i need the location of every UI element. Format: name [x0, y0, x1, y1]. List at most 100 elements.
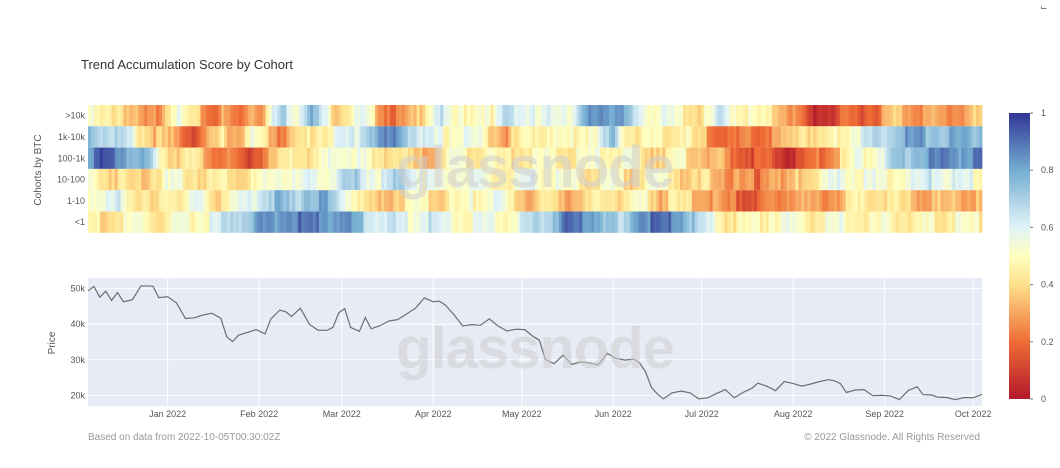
heatmap-cell	[321, 105, 326, 127]
heatmap-cell	[558, 126, 563, 148]
heatmap-cell	[573, 168, 577, 191]
heatmap-cell	[173, 147, 178, 169]
heatmap-cell	[576, 105, 580, 127]
heatmap-cell	[970, 190, 974, 212]
heatmap-cell	[940, 168, 944, 191]
heatmap-cell	[967, 168, 971, 191]
heatmap-cell	[153, 211, 157, 233]
heatmap-cell	[931, 190, 936, 212]
heatmap-cell	[893, 190, 897, 212]
heatmap-cell	[312, 126, 317, 148]
heatmap-cell	[964, 105, 968, 127]
heatmap-cell	[600, 190, 604, 212]
heatmap-cell	[691, 211, 696, 233]
heatmap-cell	[398, 211, 403, 233]
heatmap-cell	[434, 105, 438, 127]
heatmap-cell	[792, 147, 796, 169]
heatmap-cell	[807, 126, 811, 148]
heatmap-cell	[955, 168, 959, 191]
heatmap-cell	[395, 126, 400, 148]
cohort-tick-label: >10k	[65, 111, 85, 121]
heatmap-cell	[594, 190, 598, 212]
heatmap-cell	[603, 126, 607, 148]
heatmap-row	[88, 168, 983, 191]
heatmap-cell	[452, 168, 456, 191]
heatmap-cell	[754, 168, 758, 191]
heatmap-cell	[339, 147, 343, 169]
heatmap-cell	[902, 211, 906, 233]
heatmap-cell	[164, 211, 169, 233]
heatmap-cell	[342, 105, 346, 127]
heatmap-cell	[700, 105, 705, 127]
modebar-icon[interactable]: ⌙	[1040, 2, 1048, 12]
heatmap-cell	[321, 168, 326, 191]
heatmap-cell	[907, 168, 912, 191]
heatmap-cell	[431, 211, 435, 233]
heatmap-cell	[88, 105, 92, 127]
heatmap-cell	[570, 190, 574, 212]
heatmap-cell	[395, 168, 400, 191]
heatmap-cell	[221, 168, 225, 191]
heatmap-cell	[765, 147, 770, 169]
heatmap-cell	[804, 168, 808, 191]
heatmap-cell	[141, 211, 145, 233]
heatmap-cell	[496, 147, 500, 169]
cohort-tick-label: <1	[75, 217, 85, 227]
heatmap-cell	[783, 168, 788, 191]
heatmap-cell	[609, 147, 613, 169]
heatmap-cell	[354, 168, 358, 191]
heatmap-cell	[881, 211, 885, 233]
heatmap-cell	[979, 190, 983, 212]
heatmap-cell	[351, 126, 355, 148]
heatmap-cell	[238, 168, 243, 191]
heatmap-cell	[913, 168, 918, 191]
heatmap-cell	[976, 147, 980, 169]
heatmap	[88, 105, 983, 233]
heatmap-cell	[564, 190, 568, 212]
price-y-title: Price	[47, 331, 58, 354]
heatmap-cell	[188, 147, 193, 169]
heatmap-cell	[623, 168, 628, 191]
heatmap-cell	[301, 105, 305, 127]
heatmap-cell	[167, 190, 172, 212]
heatmap-cell	[268, 190, 272, 212]
heatmap-cell	[579, 168, 583, 191]
heatmap-cell	[798, 147, 802, 169]
heatmap-cell	[307, 105, 311, 127]
heatmap-cell	[532, 211, 536, 233]
heatmap-cell	[567, 147, 571, 169]
heatmap-cell	[469, 105, 474, 127]
heatmap-cell	[372, 211, 376, 233]
heatmap-cell	[591, 126, 595, 148]
heatmap-cell	[191, 126, 195, 148]
heatmap-cell	[700, 168, 705, 191]
heatmap-cell	[389, 190, 394, 212]
heatmap-cell	[813, 126, 817, 148]
heatmap-cell	[946, 168, 950, 191]
heatmap-cell	[597, 147, 601, 169]
heatmap-cell	[458, 190, 462, 212]
heatmap-cell	[712, 168, 716, 191]
heatmap-cell	[842, 211, 847, 233]
heatmap-cell	[828, 105, 832, 127]
heatmap-cell	[230, 190, 234, 212]
heatmap-cell	[801, 190, 805, 212]
heatmap-cell	[188, 211, 193, 233]
heatmap-cell	[694, 126, 699, 148]
heatmap-cell	[315, 211, 320, 233]
heatmap-cell	[549, 126, 554, 148]
heatmap-cell	[946, 147, 950, 169]
heatmap-cell	[123, 126, 127, 148]
heatmap-cell	[185, 211, 190, 233]
heatmap-cell	[970, 168, 974, 191]
heatmap-cell	[694, 105, 699, 127]
heatmap-cell	[105, 126, 110, 148]
heatmap-cell	[552, 168, 557, 191]
heatmap-cell	[561, 105, 565, 127]
heatmap-cell	[336, 126, 341, 148]
heatmap-cell	[357, 126, 361, 148]
heatmap-cell	[395, 211, 400, 233]
heatmap-cell	[386, 105, 391, 127]
heatmap-cell	[363, 168, 367, 191]
